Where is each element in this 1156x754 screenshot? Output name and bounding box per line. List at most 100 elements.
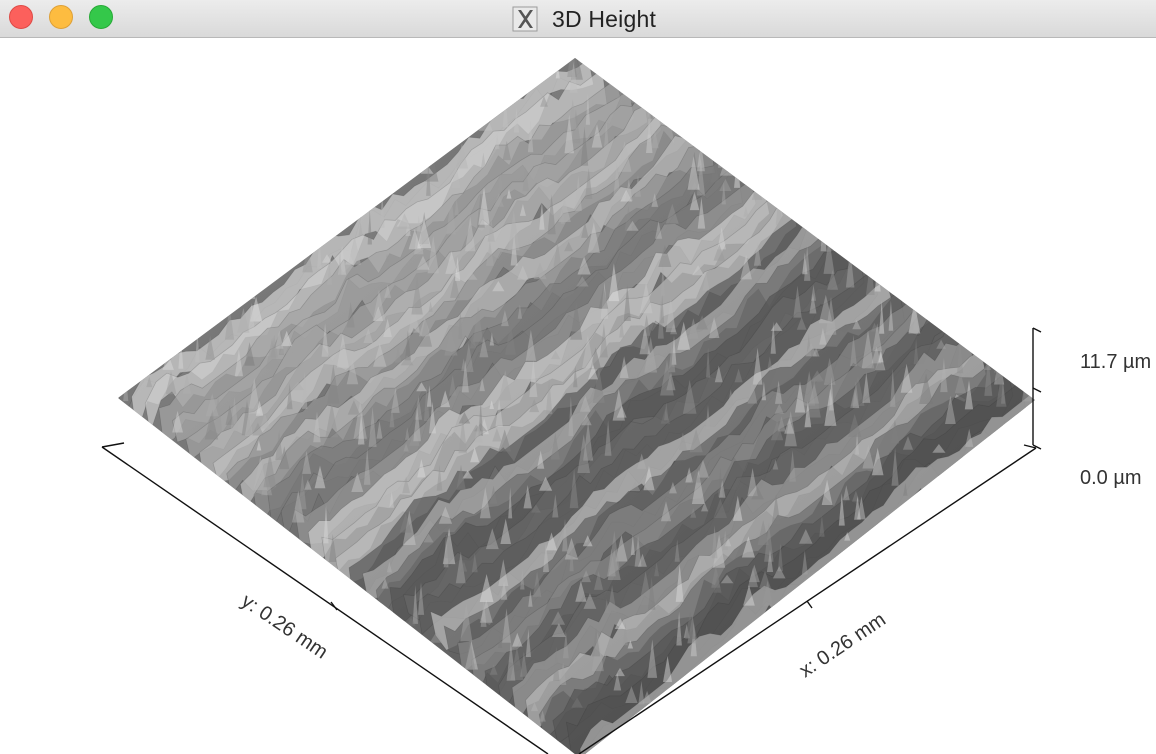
surface-peak xyxy=(519,204,526,216)
surface-peak xyxy=(682,379,697,414)
surface-peak xyxy=(714,365,723,383)
surface-peak xyxy=(570,58,583,80)
surface-peak xyxy=(323,504,329,544)
surface-peak xyxy=(579,395,591,412)
surface-peak xyxy=(712,534,726,568)
z-axis-bottom-tick xyxy=(1032,444,1042,450)
close-button[interactable] xyxy=(9,5,33,29)
z-axis-top-tick xyxy=(1032,327,1042,333)
3d-height-plot[interactable]: y: 0.26 mm x: 0.26 mm 11.7 µm 0.0 µm xyxy=(0,38,1156,754)
zoom-button[interactable] xyxy=(89,5,113,29)
surface-peak xyxy=(689,191,700,211)
surface-peak xyxy=(727,389,734,406)
surface-peak xyxy=(862,444,875,469)
surface-peak xyxy=(230,396,239,432)
surface-peak xyxy=(724,537,732,547)
surface-peak xyxy=(639,326,651,355)
surface-peak xyxy=(821,479,833,505)
surface-peak xyxy=(996,374,1007,407)
surface-peak xyxy=(613,162,621,197)
surface-peak xyxy=(630,533,635,555)
surface-peak xyxy=(936,339,946,349)
surface-peak xyxy=(405,220,411,236)
surface-peak xyxy=(304,479,312,490)
surface-peak xyxy=(470,447,480,463)
surface-peak xyxy=(660,262,665,296)
surface-peak xyxy=(808,383,820,404)
surface-peak xyxy=(625,179,633,202)
surface-peak xyxy=(571,109,581,144)
surface-peak xyxy=(165,371,177,395)
surface-peak xyxy=(654,562,660,577)
surface-peak xyxy=(619,356,629,378)
surface-peak xyxy=(485,528,499,550)
surface-peak xyxy=(775,380,783,404)
surface-peak xyxy=(373,306,384,321)
surface-peak xyxy=(965,428,974,447)
surface-peak xyxy=(250,265,256,299)
title-bar[interactable]: 3D Height xyxy=(0,0,1156,38)
surface-peak xyxy=(890,419,900,444)
surface-peak xyxy=(865,261,875,295)
surface-peak xyxy=(396,216,410,227)
surface-peak xyxy=(494,135,500,150)
surface-peak xyxy=(502,93,508,128)
y-axis-line xyxy=(101,446,549,754)
surface-peak xyxy=(427,235,439,274)
surface-peak xyxy=(932,444,946,453)
surface-peak xyxy=(770,420,784,441)
surface-peak xyxy=(583,421,594,461)
surface-peak xyxy=(734,157,741,188)
surface-peak xyxy=(508,210,520,251)
surface-peak xyxy=(529,360,538,397)
surface-peak xyxy=(669,482,677,494)
x-axis-mid-tick xyxy=(806,600,813,609)
surface-peak xyxy=(564,114,574,154)
surface-peak xyxy=(685,467,693,483)
surface-peak xyxy=(373,343,387,367)
surface-peak xyxy=(655,221,663,239)
surface-peak xyxy=(195,330,200,363)
surface-peak xyxy=(506,189,512,199)
surface-peak xyxy=(658,244,672,267)
surface-peak xyxy=(705,404,711,430)
minimize-button[interactable] xyxy=(49,5,73,29)
surface-peak xyxy=(454,198,459,215)
surface-peak xyxy=(852,490,860,502)
surface-peak xyxy=(489,664,498,675)
surface-peak xyxy=(506,641,516,681)
surface-peak xyxy=(429,632,443,643)
surface-peak xyxy=(253,455,268,491)
surface-peak xyxy=(460,561,468,572)
window-title: 3D Height xyxy=(551,5,657,32)
surface-peak xyxy=(762,580,773,606)
surface-peak xyxy=(688,318,699,339)
surface-peak xyxy=(376,420,383,439)
surface-peak xyxy=(804,245,811,281)
surface-peak xyxy=(251,422,264,436)
surface-peak xyxy=(591,632,604,672)
surface-peak xyxy=(413,406,421,442)
surface-peak xyxy=(469,329,477,349)
surface-peak xyxy=(545,378,553,415)
surface-peak xyxy=(610,62,623,98)
surface-peak xyxy=(581,570,591,583)
surface-peak xyxy=(458,306,463,339)
surface-peak xyxy=(498,633,503,648)
surface-peak xyxy=(406,617,416,626)
surface-peak xyxy=(455,143,469,169)
surface-peak xyxy=(520,651,528,677)
surface-peak xyxy=(690,507,697,518)
surface-peak xyxy=(585,93,590,125)
surface-peak xyxy=(1001,378,1006,404)
surface-peak xyxy=(878,350,884,363)
surface-peak xyxy=(464,640,478,670)
surface-peak xyxy=(890,368,896,407)
surface-peak xyxy=(473,423,488,432)
surface-peak xyxy=(348,236,361,265)
surface-peak xyxy=(850,334,857,367)
surface-peak xyxy=(803,371,816,406)
surface-peak xyxy=(772,459,779,470)
surface-peak xyxy=(479,487,491,519)
surface-peak xyxy=(298,473,307,510)
